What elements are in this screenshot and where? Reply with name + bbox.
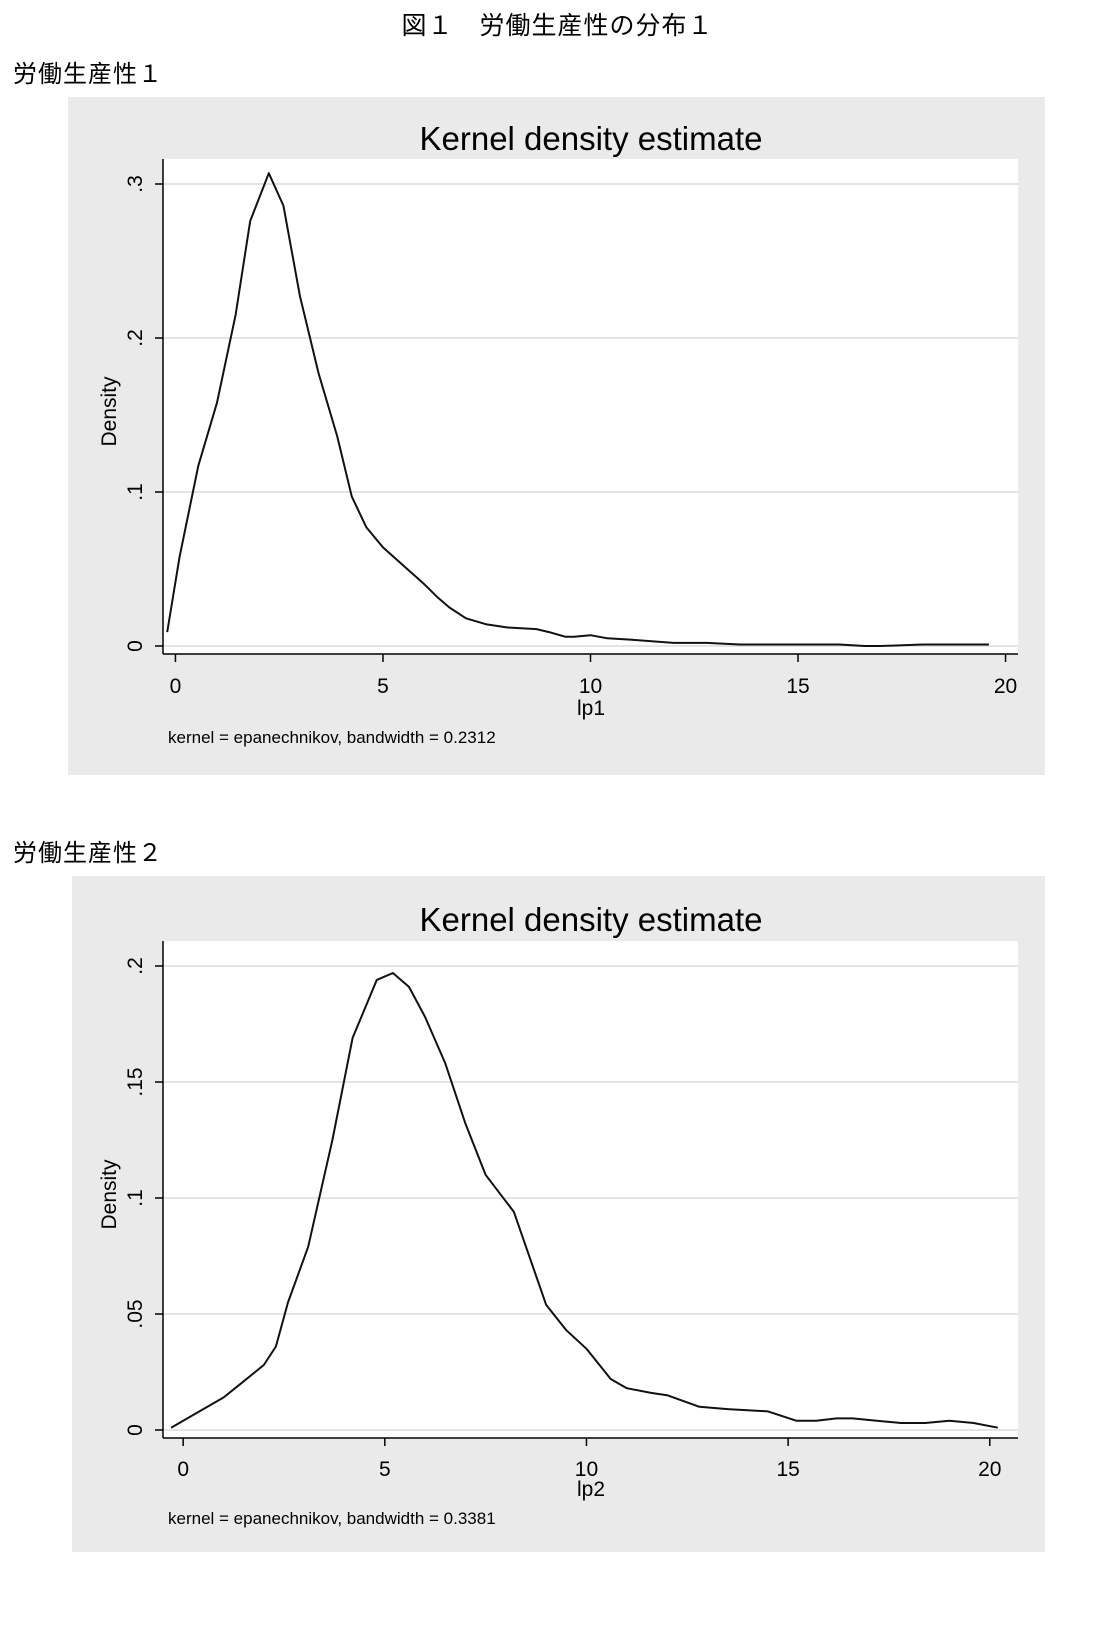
x-axis-label: lp2 [577,1478,605,1501]
y-axis-label: Density [98,1159,121,1230]
chart-2: Kernel density estimate 0 .05 .1 .15 .2 0 5 10 15… [72,876,1045,1552]
y-tick-label: .15 [124,1067,147,1096]
y-tick-label: .2 [124,329,147,347]
y-tick-label: .1 [124,1189,147,1207]
y-tick-label: .05 [124,1299,147,1328]
x-tick-label: 15 [776,1458,799,1481]
y-axis-label: Density [98,376,121,447]
x-tick-label: 0 [177,1458,189,1481]
y-tick-label: 0 [124,640,147,652]
x-tick-label: 0 [170,675,182,698]
chart-note: kernel = epanechnikov, bandwidth = 0.338… [168,1509,496,1528]
chart-note: kernel = epanechnikov, bandwidth = 0.231… [168,728,496,747]
section-label-2: 労働生産性２ [13,839,163,867]
figure-title: 図１ 労働生産性の分布１ [401,11,714,40]
x-axis-label: lp1 [577,697,605,720]
x-tick-label: 10 [579,675,602,698]
x-tick-label: 10 [575,1458,598,1481]
chart-title: Kernel density estimate [419,901,762,938]
chart-title: Kernel density estimate [419,120,762,157]
y-tick-label: .3 [124,175,147,193]
density-line [170,972,998,1429]
plot-area [163,941,1018,1438]
x-tick-label: 20 [978,1458,1001,1481]
x-tick-label: 5 [377,675,389,698]
density-line [166,172,989,647]
section-label-1: 労働生産性１ [13,60,163,88]
x-tick-label: 5 [379,1458,391,1481]
y-tick-label: .1 [124,483,147,501]
chart-1: Kernel density estimate 0 .1 .2 .3 0 5 10 15 20 lp… [68,97,1045,775]
x-tick-label: 15 [786,675,809,698]
plot-area [163,159,1018,654]
y-tick-label: .2 [124,957,147,975]
x-tick-label: 20 [994,675,1017,698]
y-tick-label: 0 [124,1424,147,1436]
